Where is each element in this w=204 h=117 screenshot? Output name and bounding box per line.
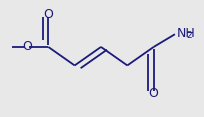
Text: 2: 2 (186, 31, 192, 40)
Text: O: O (43, 8, 53, 21)
Text: NH: NH (177, 27, 196, 40)
Text: O: O (149, 87, 159, 100)
Text: O: O (22, 40, 32, 53)
